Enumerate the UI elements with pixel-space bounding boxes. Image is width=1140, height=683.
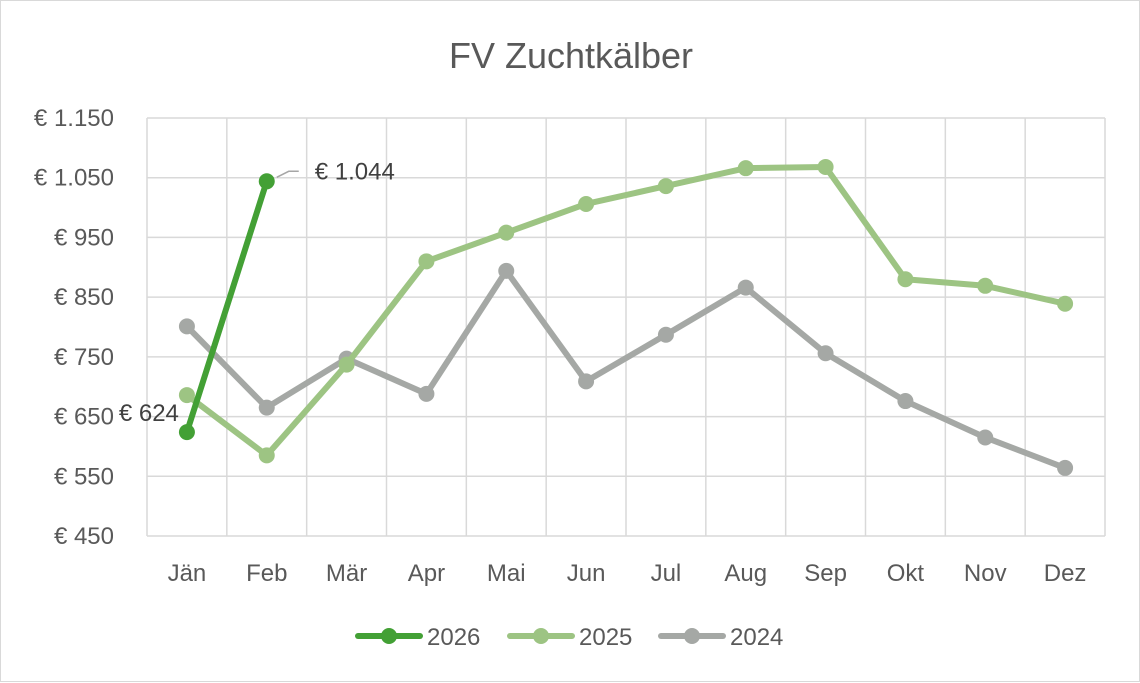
legend-marker	[533, 628, 549, 644]
y-tick-label: € 1.150	[34, 105, 114, 132]
data-point	[578, 373, 595, 390]
data-point	[258, 173, 275, 190]
legend-label: 2026	[427, 624, 480, 651]
data-label: € 1.044	[315, 158, 395, 185]
x-axis-tick-labels: Jän Feb Mär Apr Mai Jun Jul Aug Sep Okt Nov Dez	[168, 560, 1087, 587]
data-point	[418, 385, 435, 402]
y-tick-label: € 550	[54, 463, 114, 490]
y-axis-tick-labels: € 450 € 550 € 650 € 750 € 850 € 950 € 1.050 € 1…	[34, 105, 114, 550]
data-point	[578, 195, 595, 212]
data-point	[498, 262, 515, 279]
data-point	[498, 224, 515, 241]
data-labels: € 624 € 1.044	[119, 158, 395, 427]
series-line	[183, 163, 1069, 459]
x-tick-label: Jän	[168, 560, 207, 587]
y-tick-label: € 950	[54, 224, 114, 251]
series-2025	[178, 158, 1074, 464]
x-tick-label: Apr	[408, 560, 445, 587]
chart-title: FV Zuchtkälber	[449, 35, 693, 76]
legend-label: 2024	[730, 624, 783, 651]
data-point	[178, 318, 195, 335]
x-tick-label: Nov	[964, 560, 1007, 587]
data-point	[338, 356, 355, 373]
data-point	[737, 279, 754, 296]
x-tick-label: Mär	[326, 560, 367, 587]
legend-label: 2025	[579, 624, 632, 651]
data-point	[657, 326, 674, 343]
data-point	[1057, 295, 1074, 312]
leader-line	[276, 170, 299, 178]
x-tick-label: Dez	[1044, 560, 1087, 587]
data-point	[817, 158, 834, 175]
data-point	[897, 393, 914, 410]
x-tick-label: Mai	[487, 560, 526, 587]
x-tick-label: Jun	[567, 560, 606, 587]
series-group	[178, 158, 1074, 476]
data-point	[418, 253, 435, 270]
x-tick-label: Sep	[804, 560, 847, 587]
legend: 2026 2025 2024	[355, 624, 783, 651]
data-point	[977, 277, 994, 294]
series-2026	[178, 173, 275, 441]
y-tick-label: € 850	[54, 284, 114, 311]
y-tick-label: € 1.050	[34, 165, 114, 192]
legend-item-2026: 2026	[355, 624, 480, 651]
series-2024	[178, 262, 1074, 476]
data-point	[258, 447, 275, 464]
data-point	[897, 271, 914, 288]
data-label: € 624	[119, 400, 179, 427]
gridlines	[146, 117, 1106, 537]
series-line	[183, 267, 1069, 471]
series-line	[183, 178, 270, 436]
data-point	[178, 424, 195, 441]
x-tick-label: Okt	[887, 560, 925, 587]
legend-item-2025: 2025	[507, 624, 632, 651]
y-tick-label: € 650	[54, 404, 114, 431]
data-point	[977, 429, 994, 446]
data-point	[817, 345, 834, 362]
legend-item-2024: 2024	[658, 624, 783, 651]
data-point	[657, 178, 674, 195]
legend-marker	[684, 628, 700, 644]
y-tick-label: € 450	[54, 523, 114, 550]
x-tick-label: Feb	[246, 560, 287, 587]
y-tick-label: € 750	[54, 344, 114, 371]
x-tick-label: Aug	[724, 560, 767, 587]
x-tick-label: Jul	[651, 560, 682, 587]
data-point	[1057, 459, 1074, 476]
data-point	[178, 387, 195, 404]
data-point	[258, 399, 275, 416]
legend-marker	[381, 628, 397, 644]
data-point	[737, 160, 754, 177]
